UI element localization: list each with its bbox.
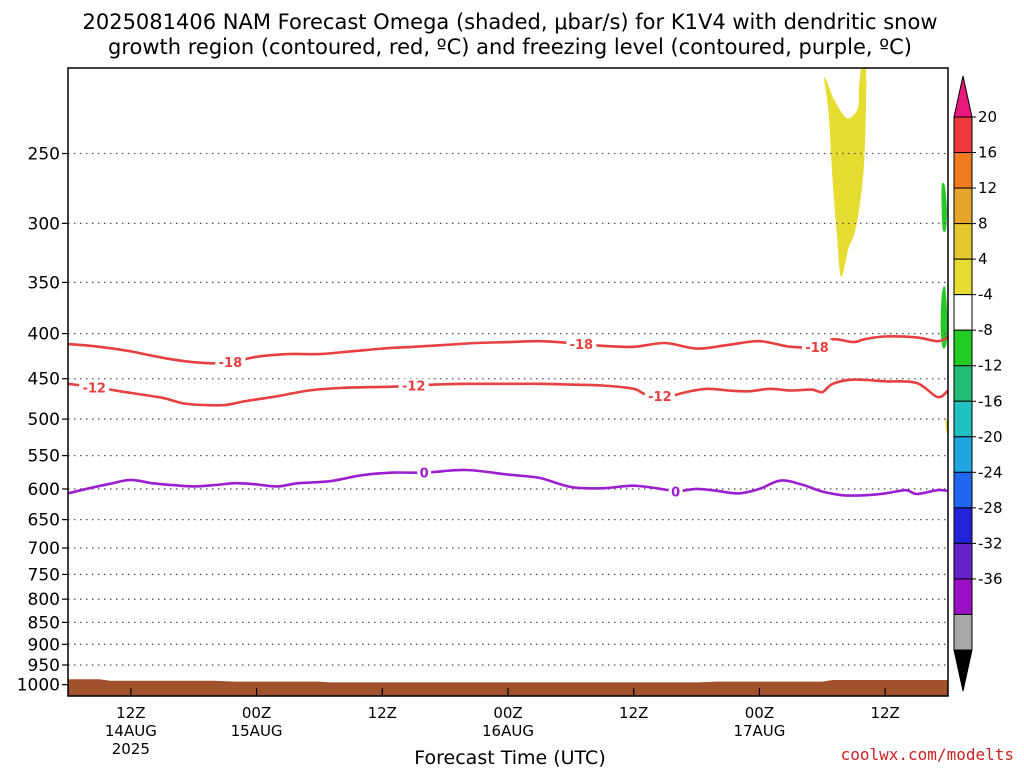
colorbar-swatch bbox=[953, 116, 973, 154]
colorbar-swatch bbox=[953, 294, 973, 331]
colorbar-label: -36 bbox=[978, 570, 1003, 588]
x-tick-date: 17AUG bbox=[733, 722, 785, 740]
y-tick-label-600: 600 bbox=[28, 480, 60, 500]
colorbar-top-arrow bbox=[953, 75, 973, 118]
colorbar-swatch bbox=[953, 613, 973, 651]
x-tick-time: 12Z bbox=[870, 704, 899, 722]
x-tick-date: 16AUG bbox=[482, 722, 534, 740]
y-tick-label-850: 850 bbox=[28, 613, 60, 633]
colorbar-swatch bbox=[953, 223, 973, 260]
pressure-gridlines bbox=[68, 152, 948, 686]
y-axis-ticks: 2503003504004505005506006507007508008509… bbox=[17, 144, 68, 696]
y-tick-label-900: 900 bbox=[28, 635, 60, 655]
colorbar-label: -32 bbox=[978, 534, 1003, 552]
colorbar-swatch bbox=[953, 152, 973, 189]
x-tick-date: 14AUG bbox=[105, 722, 157, 740]
colorbar-label: 16 bbox=[978, 144, 997, 162]
x-tick-year: 2025 bbox=[112, 740, 150, 758]
y-tick-label-350: 350 bbox=[28, 273, 60, 293]
y-tick-label-650: 650 bbox=[28, 511, 60, 531]
colorbar-label: -24 bbox=[978, 463, 1003, 481]
y-tick-label-950: 950 bbox=[28, 656, 60, 676]
colorbar-label: 12 bbox=[978, 179, 997, 197]
y-tick-label-400: 400 bbox=[28, 325, 60, 345]
colorbar-label: -28 bbox=[978, 499, 1003, 517]
chart-title-line1: 2025081406 NAM Forecast Omega (shaded, μ… bbox=[82, 10, 937, 34]
colorbar-label: 20 bbox=[978, 108, 997, 126]
y-tick-label-500: 500 bbox=[28, 410, 60, 430]
plot-frame bbox=[67, 67, 949, 697]
chart-title-line2: growth region (contoured, red, ºC) and f… bbox=[108, 35, 912, 59]
colorbar-label: -12 bbox=[978, 357, 1003, 375]
contour-line-0 bbox=[68, 468, 948, 497]
contour-line--12 bbox=[68, 378, 948, 407]
omega-shading-layer bbox=[824, 68, 948, 435]
contour-label-bg bbox=[398, 378, 429, 393]
y-tick-label-450: 450 bbox=[28, 370, 60, 390]
terrain-fill bbox=[68, 679, 948, 696]
x-tick-date: 15AUG bbox=[231, 722, 283, 740]
x-axis-label: Forecast Time (UTC) bbox=[414, 747, 605, 768]
colorbar-swatch bbox=[953, 258, 973, 296]
colorbar-label: -20 bbox=[978, 428, 1003, 446]
contour-label--18: -18 bbox=[219, 356, 243, 371]
colorbar-label: -16 bbox=[978, 392, 1003, 410]
x-tick-time: 00Z bbox=[242, 704, 271, 722]
omega-shade-1 bbox=[941, 182, 948, 233]
contour-label--12: -12 bbox=[402, 380, 426, 395]
colorbar: 20 16 12 8 4 -4 -8 -12 -16 -20 -24 -28 -32 -36 bbox=[953, 75, 1003, 692]
x-tick-time: 00Z bbox=[745, 704, 774, 722]
colorbar-swatch bbox=[953, 187, 973, 225]
x-tick-time: 00Z bbox=[493, 704, 522, 722]
contour-label--18: -18 bbox=[805, 341, 829, 356]
omega-shade-0 bbox=[824, 68, 867, 277]
colorbar-swatch bbox=[953, 542, 973, 580]
x-tick-time: 12Z bbox=[368, 704, 397, 722]
y-tick-label-550: 550 bbox=[28, 447, 60, 467]
y-tick-label-1000: 1000 bbox=[17, 676, 60, 696]
y-tick-label-250: 250 bbox=[28, 144, 60, 164]
contour-label-bg bbox=[215, 355, 246, 370]
y-tick-label-300: 300 bbox=[28, 214, 60, 234]
y-tick-label-800: 800 bbox=[28, 590, 60, 610]
contour-label-bg bbox=[79, 380, 110, 395]
y-tick-label-700: 700 bbox=[28, 539, 60, 559]
colorbar-label: -4 bbox=[978, 286, 993, 304]
contour-label-bg bbox=[417, 465, 432, 480]
colorbar-swatch bbox=[953, 400, 973, 438]
terrain-layer bbox=[68, 679, 948, 696]
credit-text: coolwx.com/modelts bbox=[841, 745, 1014, 764]
x-tick-time: 12Z bbox=[619, 704, 648, 722]
colorbar-label: -8 bbox=[978, 321, 993, 339]
contour-label-bg bbox=[566, 336, 597, 351]
omega-shade-2 bbox=[940, 286, 948, 349]
contour-label-0: 0 bbox=[671, 485, 680, 500]
x-tick-time: 12Z bbox=[116, 704, 145, 722]
colorbar-swatch bbox=[953, 436, 973, 473]
contour-label-bg bbox=[668, 484, 683, 499]
colorbar-label: 8 bbox=[978, 215, 988, 233]
colorbar-swatch bbox=[953, 329, 973, 367]
contour-label--18: -18 bbox=[570, 338, 594, 353]
colorbar-bottom-arrow bbox=[953, 649, 973, 692]
colorbar-swatch bbox=[953, 365, 973, 402]
colorbar-swatch bbox=[953, 578, 973, 615]
y-tick-label-750: 750 bbox=[28, 565, 60, 585]
contour-label-bg bbox=[802, 339, 833, 354]
colorbar-swatch bbox=[953, 507, 973, 544]
contour-label-bg bbox=[644, 389, 675, 404]
colorbar-label: 4 bbox=[978, 250, 988, 268]
colorbar-swatch bbox=[953, 471, 973, 509]
contour-label--12: -12 bbox=[648, 390, 672, 405]
contour-label--12: -12 bbox=[82, 381, 106, 396]
contour-layer: -18 -18 -18 -12 -12 -12 0 0 bbox=[68, 335, 948, 500]
contour-label-0: 0 bbox=[420, 467, 429, 482]
